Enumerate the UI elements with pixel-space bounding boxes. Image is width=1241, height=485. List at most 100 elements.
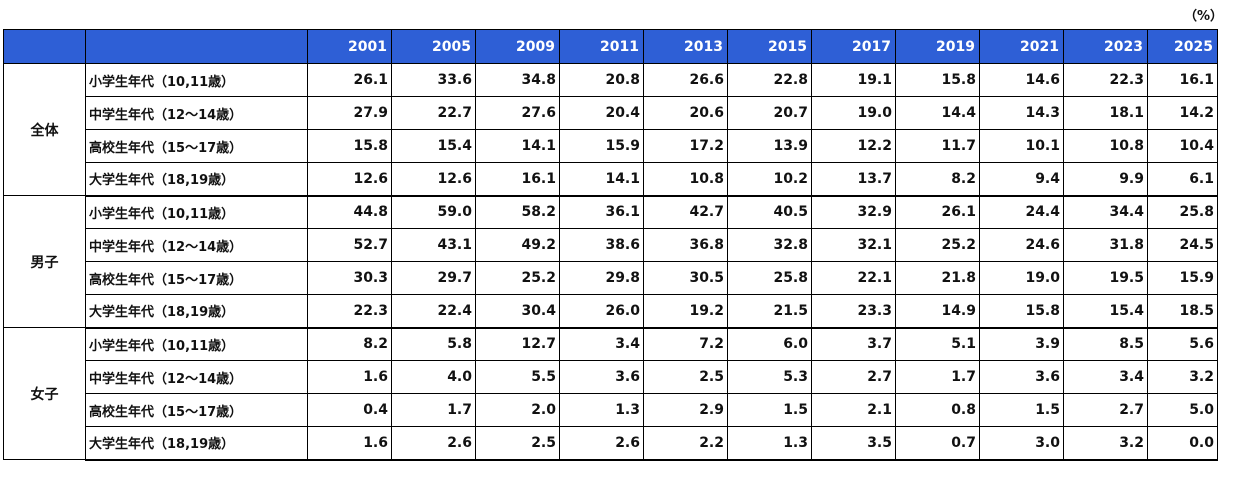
value-cell: 0.4 bbox=[307, 393, 392, 427]
value-cell: 5.5 bbox=[475, 360, 560, 394]
value-cell: 22.8 bbox=[727, 63, 812, 97]
value-cell: 33.6 bbox=[391, 63, 476, 97]
value-cell: 36.8 bbox=[643, 228, 728, 262]
value-cell: 6.0 bbox=[727, 327, 812, 361]
row-label: 小学生年代（10,11歳） bbox=[85, 195, 308, 229]
value-cell: 20.8 bbox=[559, 63, 644, 97]
value-cell: 12.2 bbox=[811, 129, 896, 163]
value-cell: 1.5 bbox=[727, 393, 812, 427]
table-row: 大学生年代（18,19歳） 22.3 22.4 30.4 26.0 19.2 21.5 23.… bbox=[4, 294, 1218, 329]
value-cell: 30.5 bbox=[643, 261, 728, 295]
row-label: 高校生年代（15～17歳） bbox=[85, 261, 308, 295]
value-cell: 31.8 bbox=[1063, 228, 1148, 262]
value-cell: 22.7 bbox=[391, 96, 476, 130]
row-label: 大学生年代（18,19歳） bbox=[85, 294, 308, 329]
value-cell: 30.4 bbox=[475, 294, 560, 329]
value-cell: 27.6 bbox=[475, 96, 560, 130]
value-cell: 1.3 bbox=[559, 393, 644, 427]
value-cell: 3.4 bbox=[559, 327, 644, 361]
header-row: 2001 2005 2009 2011 2013 2015 2017 2019 2021 2023… bbox=[3, 29, 1218, 64]
value-cell: 19.0 bbox=[811, 96, 896, 130]
table-row: 高校生年代（15～17歳） 0.4 1.7 2.0 1.3 2.9 1.5 2.1 0.8 1.5… bbox=[4, 393, 1218, 427]
value-cell: 2.2 bbox=[643, 426, 728, 461]
value-cell: 10.2 bbox=[727, 162, 812, 197]
value-cell: 3.4 bbox=[1063, 360, 1148, 394]
value-cell: 5.0 bbox=[1147, 393, 1218, 427]
value-cell: 10.8 bbox=[1063, 129, 1148, 163]
value-cell: 25.2 bbox=[895, 228, 980, 262]
value-cell: 44.8 bbox=[307, 195, 392, 229]
value-cell: 26.1 bbox=[307, 63, 392, 97]
value-cell: 2.7 bbox=[1063, 393, 1148, 427]
data-table: 2001 2005 2009 2011 2013 2015 2017 2019 2021 2023… bbox=[3, 29, 1218, 461]
value-cell: 32.9 bbox=[811, 195, 896, 229]
column-header-2023: 2023 bbox=[1063, 29, 1148, 64]
value-cell: 14.4 bbox=[895, 96, 980, 130]
value-cell: 5.8 bbox=[391, 327, 476, 361]
table-row: 中学生年代（12～14歳） 27.9 22.7 27.6 20.4 20.6 20.7 19.… bbox=[4, 96, 1218, 130]
value-cell: 43.1 bbox=[391, 228, 476, 262]
value-cell: 32.1 bbox=[811, 228, 896, 262]
value-cell: 34.8 bbox=[475, 63, 560, 97]
group-label: 全体 bbox=[3, 63, 86, 196]
value-cell: 49.2 bbox=[475, 228, 560, 262]
table-row: 中学生年代（12～14歳） 52.7 43.1 49.2 38.6 36.8 32.8 32.… bbox=[4, 228, 1218, 262]
column-header-2001: 2001 bbox=[307, 29, 392, 64]
value-cell: 16.1 bbox=[1147, 63, 1218, 97]
value-cell: 58.2 bbox=[475, 195, 560, 229]
header-corner-label bbox=[85, 29, 308, 64]
value-cell: 3.2 bbox=[1147, 360, 1218, 394]
column-header-2013: 2013 bbox=[643, 29, 728, 64]
value-cell: 1.6 bbox=[307, 360, 392, 394]
value-cell: 5.6 bbox=[1147, 327, 1218, 361]
value-cell: 0.8 bbox=[895, 393, 980, 427]
value-cell: 2.1 bbox=[811, 393, 896, 427]
value-cell: 2.9 bbox=[643, 393, 728, 427]
value-cell: 19.5 bbox=[1063, 261, 1148, 295]
column-header-2017: 2017 bbox=[811, 29, 896, 64]
value-cell: 6.1 bbox=[1147, 162, 1218, 197]
value-cell: 19.0 bbox=[979, 261, 1064, 295]
table-row: 全体 小学生年代（10,11歳） 26.1 33.6 34.8 20.8 26.6 22.8 1… bbox=[3, 63, 1218, 196]
value-cell: 2.6 bbox=[391, 426, 476, 461]
value-cell: 21.8 bbox=[895, 261, 980, 295]
value-cell: 23.3 bbox=[811, 294, 896, 329]
value-cell: 26.1 bbox=[895, 195, 980, 229]
value-cell: 20.7 bbox=[727, 96, 812, 130]
value-cell: 4.0 bbox=[391, 360, 476, 394]
value-cell: 20.6 bbox=[643, 96, 728, 130]
value-cell: 19.1 bbox=[811, 63, 896, 97]
value-cell: 12.6 bbox=[307, 162, 392, 197]
value-cell: 0.7 bbox=[895, 426, 980, 461]
value-cell: 22.3 bbox=[1063, 63, 1148, 97]
value-cell: 9.9 bbox=[1063, 162, 1148, 197]
value-cell: 5.3 bbox=[727, 360, 812, 394]
value-cell: 1.3 bbox=[727, 426, 812, 461]
value-cell: 40.5 bbox=[727, 195, 812, 229]
table-row: 大学生年代（18,19歳） 1.6 2.6 2.5 2.6 2.2 1.3 3.5 0.7 3.0… bbox=[4, 426, 1218, 461]
value-cell: 1.7 bbox=[391, 393, 476, 427]
value-cell: 11.7 bbox=[895, 129, 980, 163]
value-cell: 29.8 bbox=[559, 261, 644, 295]
value-cell: 21.5 bbox=[727, 294, 812, 329]
column-header-2021: 2021 bbox=[979, 29, 1064, 64]
table-row: 女子 小学生年代（10,11歳） 8.2 5.8 12.7 3.4 7.2 6.0 3.7 5.1… bbox=[3, 327, 1218, 460]
value-cell: 15.8 bbox=[307, 129, 392, 163]
table-row: 男子 小学生年代（10,11歳） 44.8 59.0 58.2 36.1 42.7 40.5 3… bbox=[3, 195, 1218, 328]
column-header-2025: 2025 bbox=[1147, 29, 1218, 64]
header-corner-group bbox=[3, 29, 86, 64]
value-cell: 15.4 bbox=[1063, 294, 1148, 329]
value-cell: 1.7 bbox=[895, 360, 980, 394]
row-label: 小学生年代（10,11歳） bbox=[85, 63, 308, 97]
value-cell: 1.5 bbox=[979, 393, 1064, 427]
value-cell: 25.2 bbox=[475, 261, 560, 295]
value-cell: 26.6 bbox=[643, 63, 728, 97]
value-cell: 20.4 bbox=[559, 96, 644, 130]
column-header-2015: 2015 bbox=[727, 29, 812, 64]
value-cell: 2.5 bbox=[643, 360, 728, 394]
row-label: 中学生年代（12～14歳） bbox=[85, 360, 308, 394]
value-cell: 26.0 bbox=[559, 294, 644, 329]
table-row: 中学生年代（12～14歳） 1.6 4.0 5.5 3.6 2.5 5.3 2.7 1.7 3.6… bbox=[4, 360, 1218, 394]
value-cell: 59.0 bbox=[391, 195, 476, 229]
value-cell: 12.6 bbox=[391, 162, 476, 197]
